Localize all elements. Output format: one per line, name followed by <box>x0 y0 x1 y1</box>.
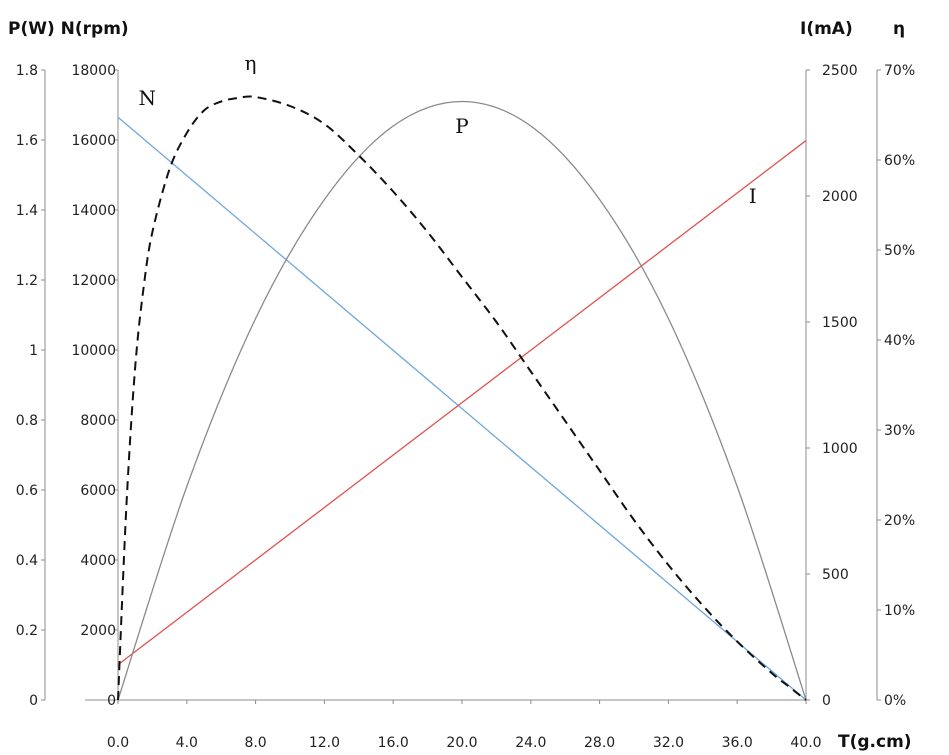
efficiency-tick-label: 30% <box>884 423 915 439</box>
speed-tick-label: 10000 <box>71 343 116 359</box>
speed-tick-label: 12000 <box>71 273 116 289</box>
power-tick-label: 1 <box>29 343 38 359</box>
power-tick-label: 0 <box>29 693 38 709</box>
power-tick-label: 0.2 <box>16 623 38 639</box>
current-tick-label: 1000 <box>822 441 858 457</box>
x-tick-label: 24.0 <box>515 735 546 751</box>
speed-tick-label: 16000 <box>71 133 116 149</box>
power-tick-label: 1.8 <box>16 63 38 79</box>
efficiency-axis-title: η <box>893 19 905 39</box>
power-tick-label: 1.4 <box>16 203 38 219</box>
series-label: P <box>455 114 468 138</box>
x-tick-label: 0.0 <box>107 735 129 751</box>
speed-tick-label: 6000 <box>80 483 116 499</box>
power-tick-label: 0.4 <box>16 553 38 569</box>
current-tick-label: 2500 <box>822 63 858 79</box>
x-tick-label: 32.0 <box>653 735 684 751</box>
efficiency-tick-label: 10% <box>884 603 915 619</box>
x-tick-label: 4.0 <box>176 735 198 751</box>
series-current-line <box>117 140 807 666</box>
power-tick-label: 0.8 <box>16 413 38 429</box>
x-tick-label: 8.0 <box>244 735 266 751</box>
speed-tick-label: 2000 <box>80 623 116 639</box>
series-label: N <box>138 86 156 110</box>
series-layer <box>117 95 807 701</box>
efficiency-tick-label: 70% <box>884 63 915 79</box>
current-tick-label: 0 <box>822 693 831 709</box>
series-speed-line <box>117 116 807 701</box>
x-tick-label: 12.0 <box>309 735 340 751</box>
series-label: η <box>244 51 256 75</box>
efficiency-tick-label: 0% <box>884 693 906 709</box>
power-tick-label: 0.6 <box>16 483 38 499</box>
x-tick-label: 20.0 <box>446 735 477 751</box>
efficiency-tick-label: 40% <box>884 333 915 349</box>
x-tick-label: 16.0 <box>378 735 409 751</box>
series-label-layer: Nη P I <box>138 51 756 208</box>
speed-tick-label: 0 <box>107 693 116 709</box>
power-tick-label: 1.2 <box>16 273 38 289</box>
x-axis-title: T(g.cm) <box>838 732 912 752</box>
speed-tick-label: 14000 <box>71 203 116 219</box>
current-tick-label: 2000 <box>822 189 858 205</box>
x-tick-label: 28.0 <box>584 735 615 751</box>
speed-tick-label: 8000 <box>80 413 116 429</box>
x-tick-label: 40.0 <box>790 735 821 751</box>
series-eff-line <box>117 95 807 701</box>
power-tick-label: 1.6 <box>16 133 38 149</box>
axes-layer: 0 0.2 0.4 0.6 0.8 1 1.2 1.4 1.6 1.8 0 2000 4000 6000 8… <box>16 63 915 751</box>
efficiency-tick-label: 60% <box>884 153 915 169</box>
efficiency-tick-label: 20% <box>884 513 915 529</box>
speed-tick-label: 4000 <box>80 553 116 569</box>
current-tick-label: 1500 <box>822 315 858 331</box>
x-tick-label: 36.0 <box>722 735 753 751</box>
current-axis-title: I(mA) <box>800 19 853 39</box>
current-tick-label: 500 <box>822 567 849 583</box>
efficiency-tick-label: 50% <box>884 243 915 259</box>
speed-tick-label: 18000 <box>71 63 116 79</box>
left-axis-title: P(W) N(rpm) <box>8 19 129 39</box>
series-power-line <box>117 100 807 701</box>
series-label: I <box>749 184 757 208</box>
